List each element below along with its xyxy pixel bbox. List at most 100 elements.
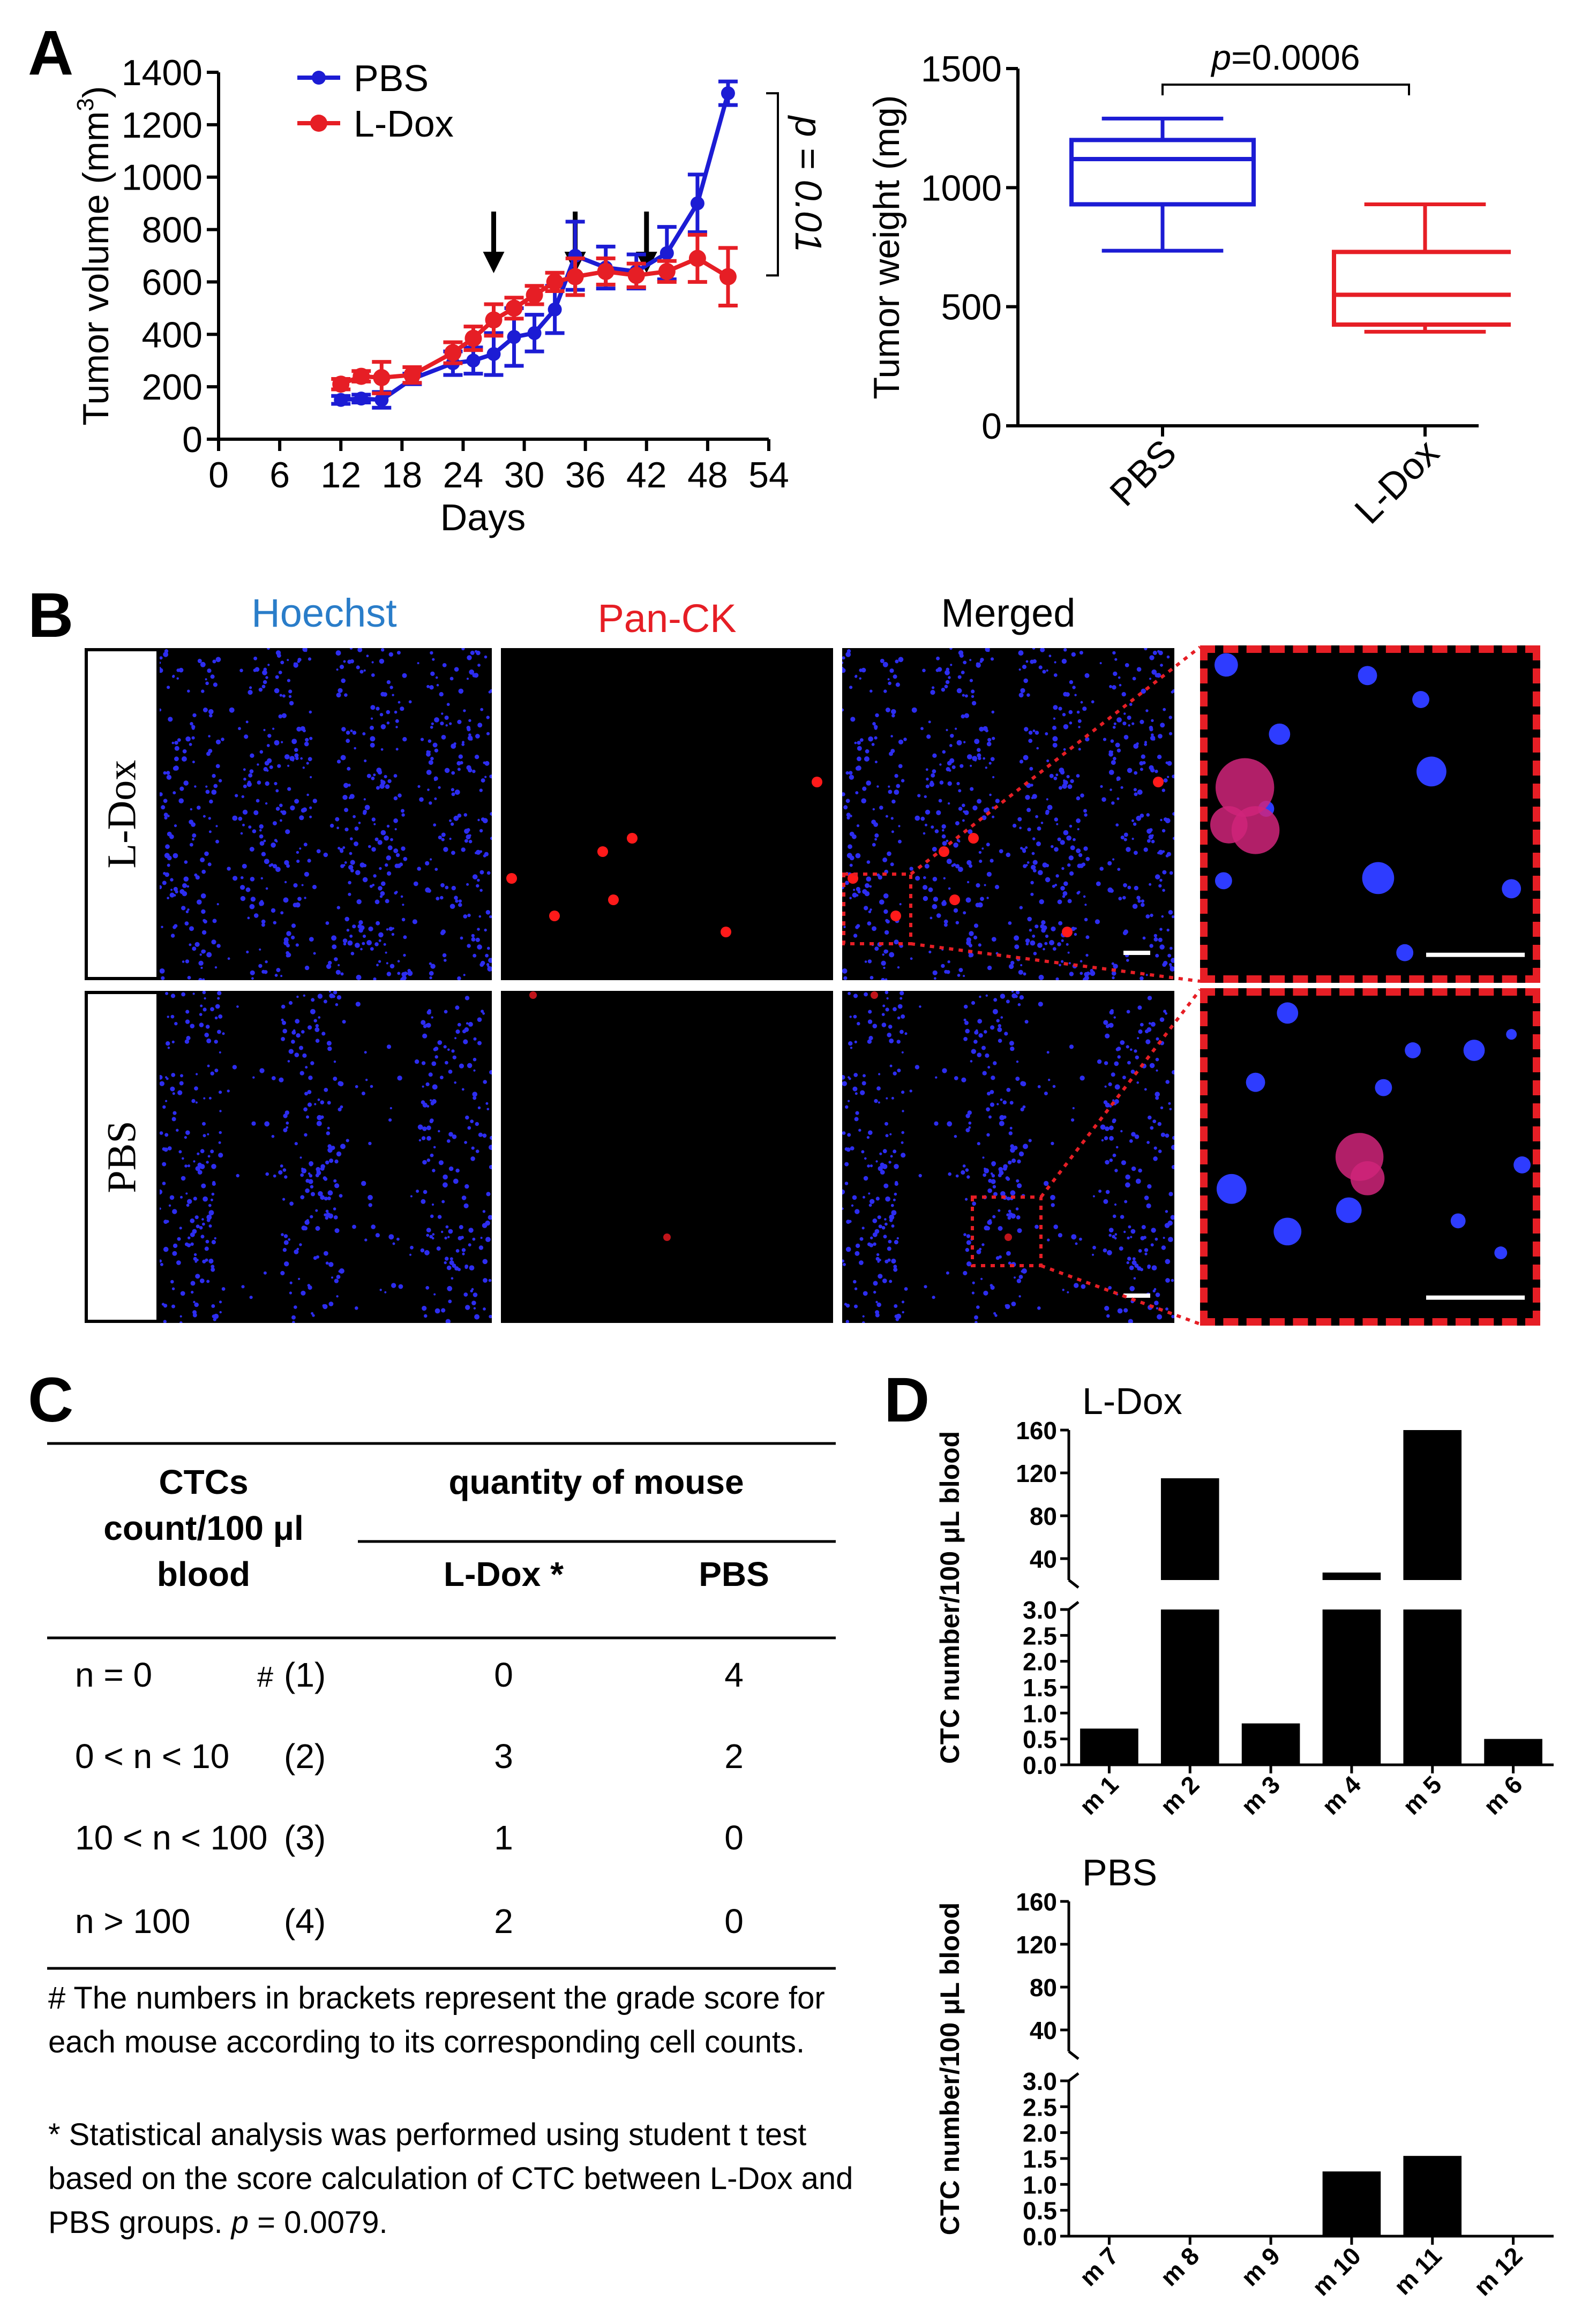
table-footnote-statistics: * Statistical analysis was performed usi…: [48, 2113, 884, 2245]
nucleus-dot: [380, 891, 385, 896]
nucleus-dot: [1059, 964, 1061, 967]
pbs-hoechst-nuclei: [160, 991, 492, 1323]
nucleus-dot: [195, 1101, 198, 1104]
nucleus-dot: [378, 886, 383, 891]
nucleus-dot: [848, 991, 851, 995]
nucleus-dot: [261, 919, 266, 924]
nucleus-dot: [170, 889, 173, 891]
nucleus-dot: [1108, 1286, 1112, 1290]
nucleus-dot: [925, 768, 928, 771]
nucleus-dot: [1172, 1135, 1174, 1140]
nucleus-dot: [870, 1164, 873, 1168]
nucleus-dot: [240, 885, 245, 890]
nucleus-dot: [1019, 826, 1022, 830]
nucleus-dot: [458, 1236, 462, 1240]
nucleus-dot: [163, 1246, 169, 1252]
nucleus-dot: [1023, 1144, 1028, 1149]
nucleus-dot: [978, 1033, 983, 1038]
pbs-zoom-detail: [1216, 1002, 1531, 1300]
nucleus-dot: [486, 716, 490, 719]
nucleus-dot: [449, 904, 455, 909]
nucleus-dot: [1416, 756, 1446, 787]
nucleus-dot: [849, 897, 852, 899]
nucleus-dot: [1162, 870, 1167, 875]
nucleus-dot: [441, 838, 445, 841]
nucleus-dot: [934, 829, 939, 833]
nucleus-dot: [889, 952, 895, 958]
nucleus-dot: [1046, 669, 1048, 672]
nucleus-dot: [896, 784, 901, 788]
nucleus-dot: [295, 902, 301, 908]
nucleus-dot: [332, 995, 335, 998]
nucleus-dot: [1149, 1063, 1155, 1069]
nucleus-dot: [965, 1247, 970, 1252]
data-point: [658, 262, 676, 280]
nucleus-dot: [1277, 1002, 1299, 1024]
bar-lower-segment: [1403, 2156, 1462, 2236]
nucleus-dot: [1006, 1088, 1011, 1092]
nucleus-dot: [283, 937, 289, 943]
iqr-box: [1069, 138, 1256, 207]
nucleus-dot: [346, 929, 350, 932]
nucleus-dot: [204, 997, 206, 1000]
nucleus-dot: [894, 1192, 897, 1196]
nucleus-dot: [1167, 953, 1171, 958]
nucleus-dot: [364, 1238, 368, 1242]
nucleus-dot: [451, 792, 455, 796]
nucleus-dot: [1148, 1022, 1151, 1025]
nucleus-dot: [963, 741, 966, 743]
nucleus-dot: [184, 860, 188, 864]
nucleus-dot: [453, 742, 456, 746]
nucleus-dot: [162, 1162, 167, 1167]
nucleus-dot: [419, 797, 424, 802]
box-l-dox: [1332, 202, 1511, 334]
nucleus-dot: [883, 689, 887, 693]
nucleus-dot: [1071, 927, 1076, 931]
nucleus-dot: [432, 658, 435, 661]
nucleus-dot: [1155, 1092, 1160, 1097]
data-point: [505, 299, 523, 317]
nucleus-dot: [1153, 1288, 1157, 1291]
nucleus-dot: [291, 923, 296, 928]
nucleus-dot: [334, 1278, 339, 1283]
nucleus-dot: [963, 1233, 966, 1236]
nucleus-dot: [392, 694, 394, 696]
nucleus-dot: [177, 1237, 181, 1241]
nucleus-dot: [429, 976, 432, 980]
nucleus-dot: [250, 970, 255, 975]
nucleus-dot: [947, 960, 950, 964]
nucleus-dot: [426, 1022, 431, 1028]
cell-grade: (4): [284, 1902, 326, 1941]
y-tick-label: 80: [1030, 1974, 1057, 2002]
nucleus-dot: [168, 1204, 171, 1207]
nucleus-dot: [473, 1307, 476, 1310]
nucleus-dot: [1104, 1061, 1108, 1065]
nucleus-dot: [296, 851, 299, 854]
nucleus-dot: [1136, 1081, 1139, 1084]
nucleus-dot: [1109, 1158, 1113, 1162]
nucleus-dot: [973, 1040, 978, 1044]
nucleus-dot: [1040, 924, 1045, 929]
nucleus-dot: [846, 816, 850, 820]
nucleus-dot: [286, 1126, 289, 1129]
nucleus-dot: [961, 671, 965, 674]
nucleus-dot: [310, 1061, 314, 1065]
nucleus-dot: [850, 1146, 855, 1150]
nucleus-dot: [182, 960, 185, 963]
nucleus-dot: [1118, 897, 1122, 901]
nucleus-dot: [1085, 935, 1090, 939]
nucleus-dot: [867, 959, 872, 964]
nucleus-dot: [164, 649, 169, 653]
nucleus-dot: [478, 1132, 483, 1137]
nucleus-dot: [1156, 1069, 1158, 1072]
nucleus-dot: [846, 649, 851, 653]
nucleus-dot: [243, 777, 246, 781]
nucleus-dot: [982, 1071, 987, 1075]
nucleus-dot: [434, 1308, 440, 1314]
nucleus-dot: [200, 1235, 205, 1239]
data-point: [485, 311, 503, 329]
nucleus-dot: [274, 740, 280, 746]
nucleus-dot: [259, 841, 265, 846]
nucleus-dot: [171, 1040, 175, 1043]
nucleus-dot: [1123, 735, 1129, 740]
